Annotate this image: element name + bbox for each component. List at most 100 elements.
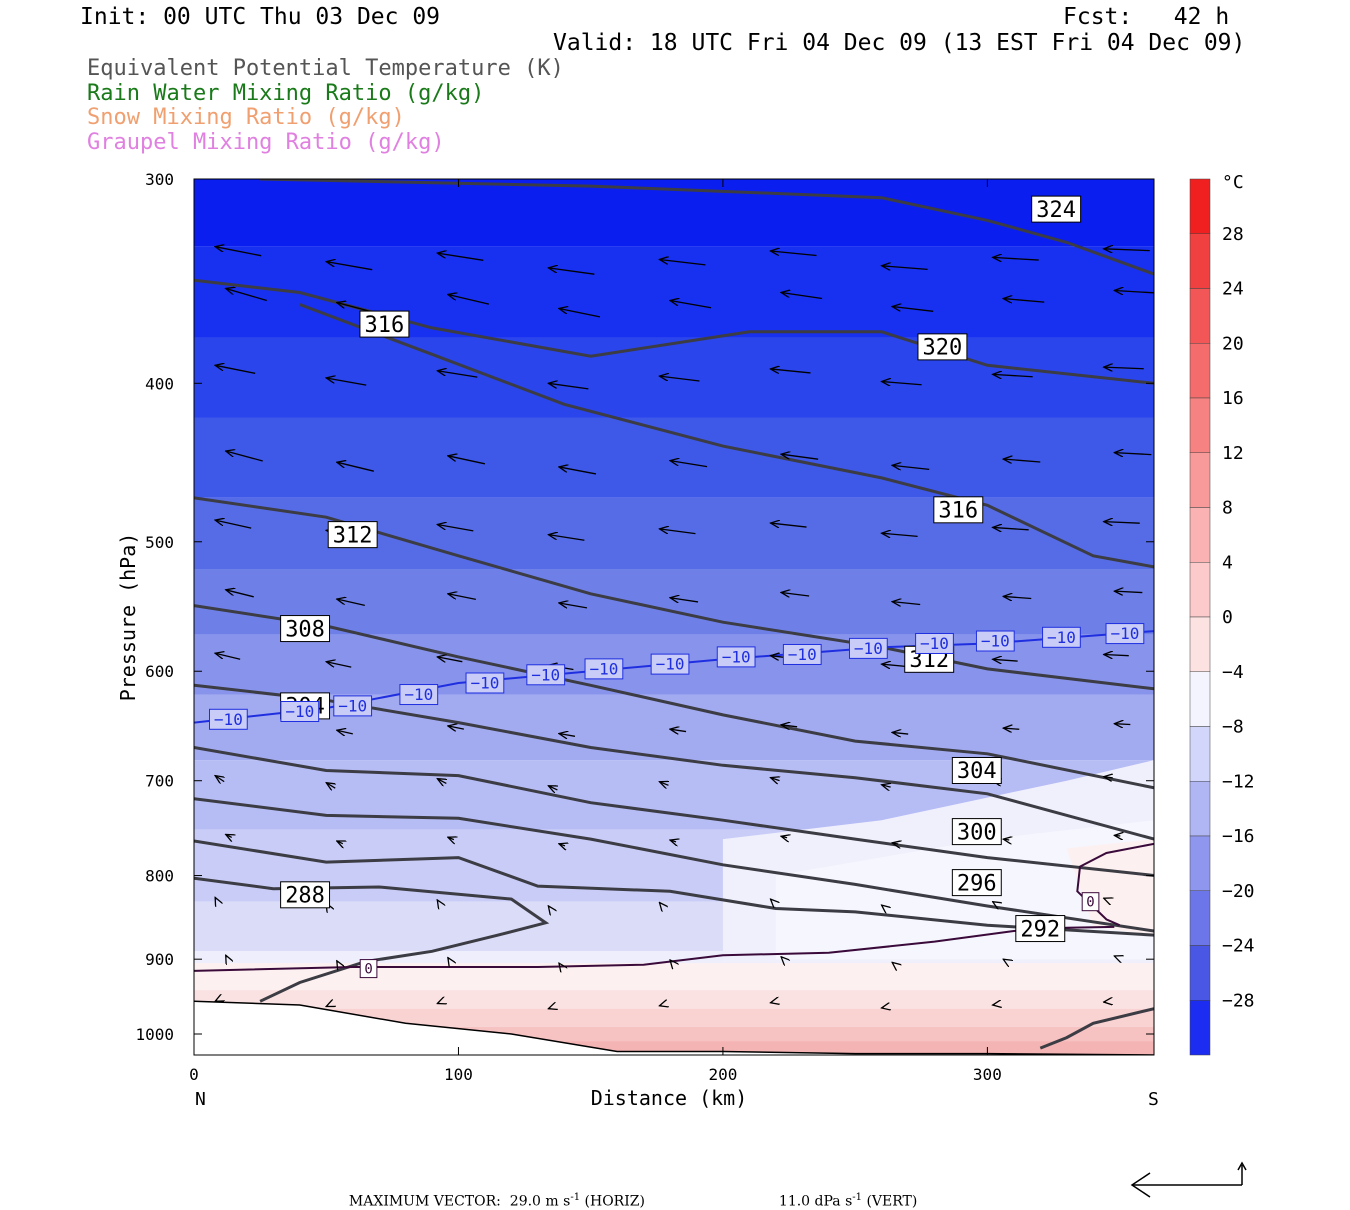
wind-vector (1114, 724, 1130, 725)
colorbar-segment (1190, 1000, 1210, 1055)
wind-vector (771, 1002, 773, 1003)
contour-label: 296 (957, 871, 997, 896)
wind-vector (215, 1000, 217, 1001)
temperature-band (194, 570, 1154, 635)
wind-vector (882, 905, 883, 906)
y-tick-label: 700 (145, 772, 174, 791)
colorbar-unit: °C (1222, 172, 1244, 193)
y-tick-label: 1000 (135, 1025, 174, 1044)
max-vector-vert-text: 11.0 dPa s-1 (VERT) (770, 1176, 917, 1210)
colorbar-segment (1190, 398, 1210, 453)
y-tick-label: 400 (145, 374, 174, 393)
contour-label: −10 (531, 665, 560, 684)
wind-vector (892, 962, 893, 963)
temperature-band (194, 247, 1154, 338)
wind-vector (448, 958, 449, 960)
colorbar-segment (1190, 453, 1210, 508)
y-tick-label: 500 (145, 533, 174, 552)
contour-label: −10 (788, 645, 817, 664)
colorbar-segment (1190, 179, 1210, 234)
colorbar-tick-label: −28 (1222, 990, 1255, 1011)
colorbar-tick-label: 4 (1222, 552, 1233, 573)
contour-label: 300 (957, 820, 997, 845)
colorbar-segment (1190, 508, 1210, 563)
contour-label: 320 (923, 336, 963, 361)
y-tick-label: 800 (145, 867, 174, 886)
contour-label: −10 (214, 710, 243, 729)
wind-vector (1003, 839, 1009, 840)
contour-label: −10 (981, 632, 1010, 651)
exp-1: -1 (570, 1192, 580, 1203)
wind-vector (559, 963, 560, 964)
x-tick-label: 200 (708, 1065, 737, 1084)
colorbar-segment (1190, 562, 1210, 617)
colorbar-segment (1190, 672, 1210, 727)
colorbar-tick-label: −16 (1222, 826, 1255, 847)
contour-label: 292 (1020, 917, 1060, 942)
colorbar-tick-label: 20 (1222, 333, 1244, 354)
max-vector-reference-arrow (1132, 1163, 1246, 1197)
wind-vector (659, 1005, 661, 1006)
y-tick-label: 300 (145, 170, 174, 189)
x-axis-title: Distance (km) (591, 1086, 748, 1110)
contour-label: −10 (589, 659, 618, 678)
colorbar-tick-label: 16 (1222, 388, 1244, 409)
contour-label: −10 (285, 702, 314, 721)
contour-label: −10 (338, 696, 367, 715)
colorbar-tick-label: −20 (1222, 881, 1255, 902)
contour-label: 288 (285, 884, 325, 909)
contour-label: −10 (722, 647, 751, 666)
x-tick-label: 100 (444, 1065, 473, 1084)
wind-vector (993, 902, 994, 903)
colorbar-tick-label: 0 (1222, 607, 1233, 628)
colorbar-segment (1190, 836, 1210, 891)
wind-vector (771, 899, 772, 900)
max-vector-horiz-suffix: (HORIZ) (580, 1194, 645, 1210)
contour-label: 308 (285, 617, 325, 642)
max-vector-horiz: MAXIMUM VECTOR: 29.0 m s (349, 1194, 570, 1210)
contour-label: −10 (470, 674, 499, 693)
wind-vector (659, 903, 660, 904)
x-tick-label: 300 (973, 1065, 1002, 1084)
temperature-band (194, 418, 1154, 498)
max-vector-vert-suffix: (VERT) (862, 1194, 917, 1210)
colorbar-tick-label: −8 (1222, 717, 1244, 738)
contour-label: 324 (1036, 198, 1076, 223)
colorbar-segment (1190, 617, 1210, 672)
colorbar-segment (1190, 781, 1210, 836)
colorbar-segment (1190, 343, 1210, 398)
wind-vector (1003, 959, 1004, 960)
wind-vector (1114, 835, 1120, 836)
wind-vector (437, 1003, 439, 1004)
contour-label: −10 (854, 639, 883, 658)
exp-2: -1 (852, 1192, 862, 1203)
colorbar-tick-label: 8 (1222, 498, 1233, 519)
colorbar-tick-label: 24 (1222, 279, 1244, 300)
colorbar-segment (1190, 289, 1210, 344)
colorbar-segment (1190, 946, 1210, 1001)
colorbar-tick-label: −4 (1222, 662, 1244, 683)
max-vector-text: MAXIMUM VECTOR: 29.0 m s-1 (HORIZ) (340, 1176, 645, 1210)
contour-label: 312 (333, 523, 373, 548)
y-tick-label: 600 (145, 662, 174, 681)
contour-label: 0 (364, 961, 372, 977)
colorbar-tick-label: −24 (1222, 936, 1255, 957)
y-axis-title: Pressure (hPa) (116, 533, 140, 702)
south-label: S (1148, 1089, 1159, 1110)
contour-label: 316 (938, 499, 978, 524)
x-tick-label: 0 (189, 1065, 199, 1084)
wind-vector (337, 961, 338, 963)
wind-vector (781, 957, 782, 958)
contour-label: −10 (920, 634, 949, 653)
contour-label: −10 (1047, 628, 1076, 647)
contour-label: 304 (957, 759, 997, 784)
colorbar-segment (1190, 727, 1210, 782)
contour-label: −10 (404, 685, 433, 704)
above-freezing-band (194, 990, 1154, 1009)
contour-label: −10 (1110, 624, 1139, 643)
colorbar-tick-label: 28 (1222, 224, 1244, 245)
wind-vector (670, 960, 671, 961)
wind-vector (437, 900, 438, 902)
temperature-shading (194, 179, 1154, 1055)
